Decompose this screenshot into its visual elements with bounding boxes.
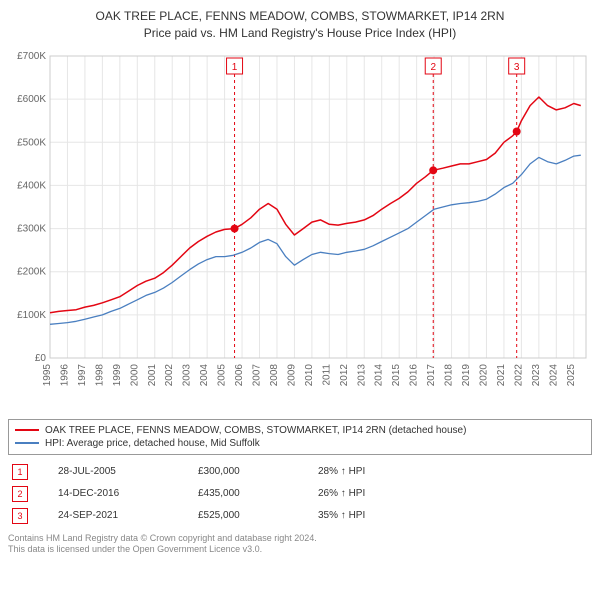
svg-text:1997: 1997 [77, 363, 88, 386]
svg-text:2015: 2015 [391, 363, 402, 386]
sale-price: £525,000 [198, 510, 318, 521]
svg-text:2000: 2000 [129, 363, 140, 386]
sale-marker-icon: 2 [12, 486, 28, 502]
sale-date: 14-DEC-2016 [58, 488, 198, 499]
sale-date: 24-SEP-2021 [58, 510, 198, 521]
svg-text:2023: 2023 [531, 363, 542, 386]
svg-text:2013: 2013 [356, 363, 367, 386]
svg-text:£700K: £700K [17, 51, 46, 62]
svg-text:2005: 2005 [217, 363, 228, 386]
title-line-2: Price paid vs. HM Land Registry's House … [8, 25, 592, 42]
svg-text:2020: 2020 [478, 363, 489, 386]
svg-text:2025: 2025 [566, 363, 577, 386]
legend-row-property: OAK TREE PLACE, FENNS MEADOW, COMBS, STO… [15, 424, 585, 437]
svg-text:2007: 2007 [252, 363, 263, 386]
svg-text:£600K: £600K [17, 94, 46, 105]
svg-text:2001: 2001 [147, 363, 158, 386]
svg-text:£300K: £300K [17, 223, 46, 234]
svg-text:2021: 2021 [496, 363, 507, 386]
chart-container: £0 £100K £200K £300K £400K £500K £600K £700K 199… [8, 48, 592, 413]
svg-text:£100K: £100K [17, 309, 46, 320]
sales-row: 1 28-JUL-2005 £300,000 28% ↑ HPI [8, 461, 592, 483]
svg-text:1996: 1996 [59, 363, 70, 386]
svg-text:1: 1 [232, 62, 238, 73]
svg-text:1998: 1998 [94, 363, 105, 386]
footer-line-1: Contains HM Land Registry data © Crown c… [8, 533, 592, 545]
svg-text:2004: 2004 [199, 363, 210, 386]
svg-text:1999: 1999 [112, 363, 123, 386]
title-line-1: OAK TREE PLACE, FENNS MEADOW, COMBS, STO… [8, 8, 592, 25]
svg-text:2002: 2002 [164, 363, 175, 386]
legend-swatch-hpi [15, 442, 39, 444]
sales-row: 2 14-DEC-2016 £435,000 26% ↑ HPI [8, 483, 592, 505]
svg-text:2009: 2009 [286, 363, 297, 386]
sale-delta: 28% ↑ HPI [318, 466, 438, 477]
svg-text:2008: 2008 [269, 363, 280, 386]
sale-price: £300,000 [198, 466, 318, 477]
footer-note: Contains HM Land Registry data © Crown c… [8, 533, 592, 556]
svg-text:2010: 2010 [304, 363, 315, 386]
footer-line-2: This data is licensed under the Open Gov… [8, 544, 592, 556]
svg-text:3: 3 [514, 62, 520, 73]
sales-table: 1 28-JUL-2005 £300,000 28% ↑ HPI 2 14-DE… [8, 461, 592, 527]
svg-text:2016: 2016 [409, 363, 420, 386]
sale-price: £435,000 [198, 488, 318, 499]
sale-delta: 35% ↑ HPI [318, 510, 438, 521]
svg-text:£200K: £200K [17, 266, 46, 277]
svg-text:2024: 2024 [548, 363, 559, 386]
sales-row: 3 24-SEP-2021 £525,000 35% ↑ HPI [8, 505, 592, 527]
sale-marker-icon: 1 [12, 464, 28, 480]
price-chart: £0 £100K £200K £300K £400K £500K £600K £700K 199… [8, 48, 592, 408]
svg-text:2017: 2017 [426, 363, 437, 386]
svg-text:2018: 2018 [444, 363, 455, 386]
sale-marker-icon: 3 [12, 508, 28, 524]
svg-text:2: 2 [430, 62, 436, 73]
svg-text:1995: 1995 [42, 363, 53, 386]
chart-title-block: OAK TREE PLACE, FENNS MEADOW, COMBS, STO… [8, 8, 592, 42]
svg-text:£400K: £400K [17, 180, 46, 191]
legend-row-hpi: HPI: Average price, detached house, Mid … [15, 437, 585, 450]
svg-text:2022: 2022 [513, 363, 524, 386]
legend-box: OAK TREE PLACE, FENNS MEADOW, COMBS, STO… [8, 419, 592, 455]
svg-text:£500K: £500K [17, 137, 46, 148]
svg-text:2012: 2012 [339, 363, 350, 386]
sale-date: 28-JUL-2005 [58, 466, 198, 477]
legend-label-hpi: HPI: Average price, detached house, Mid … [45, 438, 260, 449]
svg-text:£0: £0 [35, 353, 47, 364]
sale-delta: 26% ↑ HPI [318, 488, 438, 499]
svg-text:2006: 2006 [234, 363, 245, 386]
legend-swatch-property [15, 429, 39, 431]
svg-text:2003: 2003 [182, 363, 193, 386]
svg-text:2011: 2011 [321, 363, 332, 385]
legend-label-property: OAK TREE PLACE, FENNS MEADOW, COMBS, STO… [45, 425, 466, 436]
svg-text:2014: 2014 [374, 363, 385, 386]
svg-text:2019: 2019 [461, 363, 472, 386]
